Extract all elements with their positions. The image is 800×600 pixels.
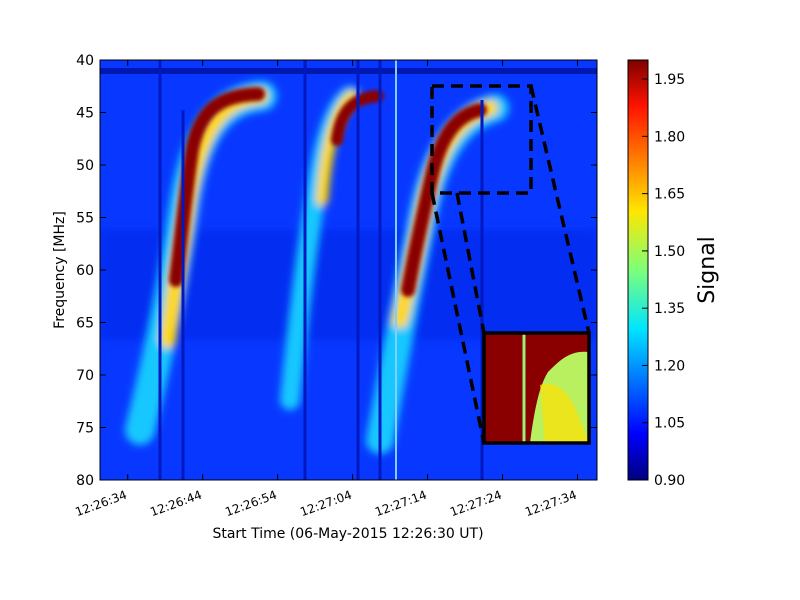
colorbar-tick-label: 1.80 bbox=[654, 129, 685, 145]
y-tick-label: 55 bbox=[76, 211, 94, 227]
colorbar-tick-label: 1.65 bbox=[654, 187, 685, 203]
x-tick-label: 12:27:04 bbox=[298, 488, 353, 520]
colorbar bbox=[627, 59, 649, 481]
y-tick-label: 70 bbox=[76, 368, 94, 384]
y-tick-label: 50 bbox=[76, 158, 94, 174]
y-tick-label: 80 bbox=[76, 473, 94, 489]
y-tick-label: 40 bbox=[76, 53, 94, 69]
y-axis-label: Frequency [MHz] bbox=[52, 211, 68, 329]
x-tick-label: 12:26:44 bbox=[148, 488, 203, 520]
colorbar-tick-label: 1.20 bbox=[654, 358, 685, 374]
x-tick-label: 12:27:14 bbox=[373, 488, 428, 520]
colorbar-tick-label: 1.95 bbox=[654, 72, 685, 88]
x-tick-label: 12:27:34 bbox=[523, 488, 578, 520]
colorbar-tick-label: 1.35 bbox=[654, 301, 685, 317]
y-tick-label: 45 bbox=[76, 106, 94, 122]
x-tick-label: 12:26:54 bbox=[223, 488, 278, 520]
x-tick-label: 12:27:24 bbox=[448, 488, 503, 520]
colorbar-tick-label: 0.90 bbox=[654, 473, 685, 489]
y-tick-label: 65 bbox=[76, 316, 94, 332]
x-tick-label: 12:26:34 bbox=[73, 488, 128, 520]
colorbar-label: Signal bbox=[695, 236, 720, 304]
y-tick-label: 60 bbox=[76, 263, 94, 279]
colorbar-tick-label: 1.05 bbox=[654, 416, 685, 432]
colorbar-tick-label: 1.50 bbox=[654, 244, 685, 260]
spectrogram bbox=[100, 60, 597, 480]
x-axis-label: Start Time (06-May-2015 12:26:30 UT) bbox=[212, 526, 483, 542]
zoom-inset bbox=[430, 84, 591, 445]
y-tick-label: 75 bbox=[76, 421, 94, 437]
